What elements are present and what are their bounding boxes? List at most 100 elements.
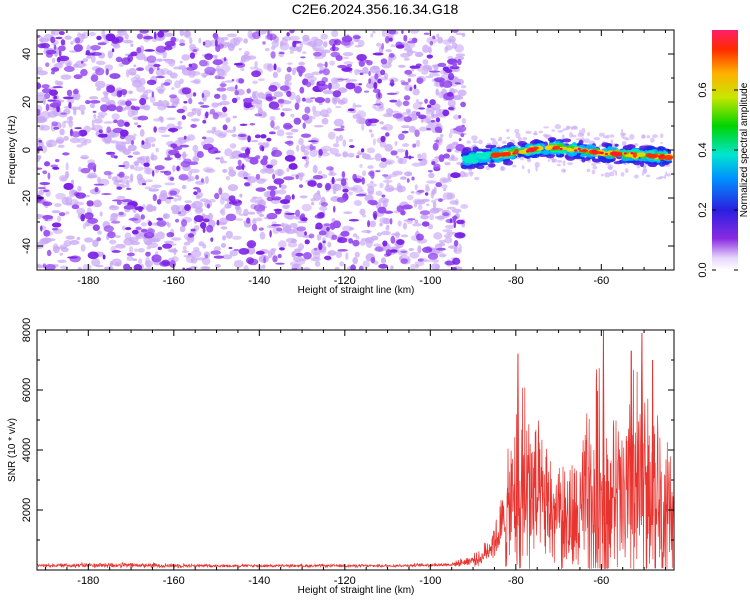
noise-speckle-light bbox=[136, 85, 146, 93]
noise-speckle-light bbox=[132, 258, 138, 262]
noise-speckle-light bbox=[357, 69, 363, 73]
signal-halo-speckle bbox=[604, 172, 611, 178]
noise-speckle-light bbox=[439, 134, 444, 138]
noise-speckle bbox=[128, 217, 139, 221]
noise-speckle bbox=[392, 113, 403, 119]
signal-halo-speckle bbox=[512, 164, 517, 168]
noise-speckle-light bbox=[100, 96, 110, 103]
snr-y-axis-label: SNR (10 * v/v) bbox=[7, 418, 18, 482]
noise-speckle bbox=[331, 234, 338, 240]
noise-speckle bbox=[205, 254, 208, 259]
noise-speckle-light bbox=[342, 139, 347, 147]
noise-speckle bbox=[192, 49, 198, 52]
noise-speckle bbox=[363, 90, 370, 93]
noise-speckle-light bbox=[133, 166, 144, 172]
noise-speckle-light bbox=[382, 199, 388, 208]
noise-speckle-light bbox=[156, 231, 165, 240]
noise-speckle bbox=[380, 58, 388, 65]
noise-speckle-light bbox=[273, 91, 284, 98]
noise-speckle bbox=[121, 199, 133, 203]
colorbar-gradient bbox=[712, 30, 738, 270]
noise-speckle-light bbox=[445, 224, 456, 230]
noise-speckle-light bbox=[119, 101, 127, 106]
noise-speckle-light bbox=[129, 164, 135, 170]
noise-speckle bbox=[110, 152, 115, 159]
signal-halo-speckle bbox=[633, 174, 639, 179]
noise-speckle bbox=[295, 252, 304, 257]
noise-speckle bbox=[301, 217, 308, 222]
noise-speckle bbox=[148, 221, 152, 227]
noise-speckle bbox=[457, 58, 462, 66]
noise-speckle bbox=[273, 63, 277, 71]
noise-speckle bbox=[123, 121, 130, 127]
noise-speckle-light bbox=[189, 70, 201, 76]
noise-speckle-light bbox=[290, 128, 299, 133]
noise-speckle-light bbox=[37, 118, 41, 124]
noise-speckle-light bbox=[298, 61, 305, 66]
noise-speckle-light bbox=[59, 252, 64, 256]
signal-peak-dot bbox=[623, 152, 627, 155]
noise-speckle bbox=[110, 220, 121, 224]
noise-speckle bbox=[231, 78, 235, 82]
noise-speckle-light bbox=[191, 108, 203, 111]
noise-speckle-light bbox=[457, 89, 467, 97]
noise-speckle-light bbox=[118, 145, 128, 153]
noise-speckle-light bbox=[405, 108, 411, 114]
noise-speckle bbox=[143, 162, 150, 167]
noise-speckle-light bbox=[381, 30, 387, 38]
noise-speckle bbox=[187, 233, 195, 238]
signal-band-blob bbox=[482, 156, 489, 160]
noise-speckle bbox=[155, 75, 165, 79]
noise-speckle-light bbox=[369, 220, 377, 228]
noise-speckle-light bbox=[320, 51, 326, 58]
spec-x-tick-label: -160 bbox=[163, 275, 185, 287]
noise-speckle-light bbox=[460, 85, 467, 89]
noise-speckle-light bbox=[421, 70, 429, 75]
noise-speckle-light bbox=[187, 176, 195, 182]
signal-band-blob bbox=[647, 154, 658, 159]
noise-speckle bbox=[336, 196, 347, 203]
noise-speckle bbox=[195, 174, 200, 180]
noise-speckle bbox=[301, 114, 310, 121]
noise-speckle bbox=[453, 220, 457, 229]
noise-speckle-light bbox=[122, 160, 130, 170]
noise-speckle-light bbox=[309, 148, 318, 158]
snr-x-tick-label: -140 bbox=[248, 575, 270, 587]
noise-speckle bbox=[87, 162, 97, 170]
noise-speckle bbox=[90, 44, 101, 51]
noise-speckle bbox=[431, 161, 436, 166]
noise-speckle-light bbox=[314, 260, 321, 267]
noise-speckle-light bbox=[257, 142, 264, 146]
noise-speckle bbox=[398, 133, 405, 141]
noise-speckle-light bbox=[343, 211, 353, 214]
noise-speckle bbox=[358, 83, 362, 86]
noise-speckle bbox=[403, 116, 413, 123]
noise-speckle bbox=[196, 150, 204, 159]
noise-speckle-light bbox=[275, 125, 281, 130]
signal-band-blob bbox=[497, 152, 508, 157]
noise-speckle-light bbox=[375, 190, 383, 196]
noise-speckle-light bbox=[267, 63, 273, 70]
noise-speckle bbox=[373, 81, 378, 90]
signal-halo-speckle bbox=[642, 169, 648, 175]
noise-speckle bbox=[118, 164, 126, 168]
noise-speckle bbox=[454, 82, 461, 85]
noise-speckle-light bbox=[226, 86, 238, 92]
noise-speckle bbox=[299, 184, 304, 188]
noise-speckle bbox=[268, 101, 280, 110]
noise-speckle-light bbox=[104, 91, 109, 99]
noise-speckle-light bbox=[221, 93, 227, 101]
noise-speckle bbox=[58, 49, 62, 57]
noise-speckle bbox=[271, 223, 282, 227]
noise-speckle bbox=[214, 192, 220, 200]
noise-speckle-light bbox=[192, 247, 200, 252]
noise-speckle bbox=[102, 254, 106, 260]
signal-band-blob bbox=[533, 146, 539, 150]
noise-speckle bbox=[406, 40, 418, 44]
noise-speckle bbox=[170, 36, 177, 43]
noise-speckle-light bbox=[327, 250, 337, 256]
noise-speckle-light bbox=[289, 50, 294, 54]
noise-speckle bbox=[193, 187, 200, 190]
noise-speckle bbox=[233, 248, 240, 252]
noise-speckle bbox=[172, 146, 183, 151]
